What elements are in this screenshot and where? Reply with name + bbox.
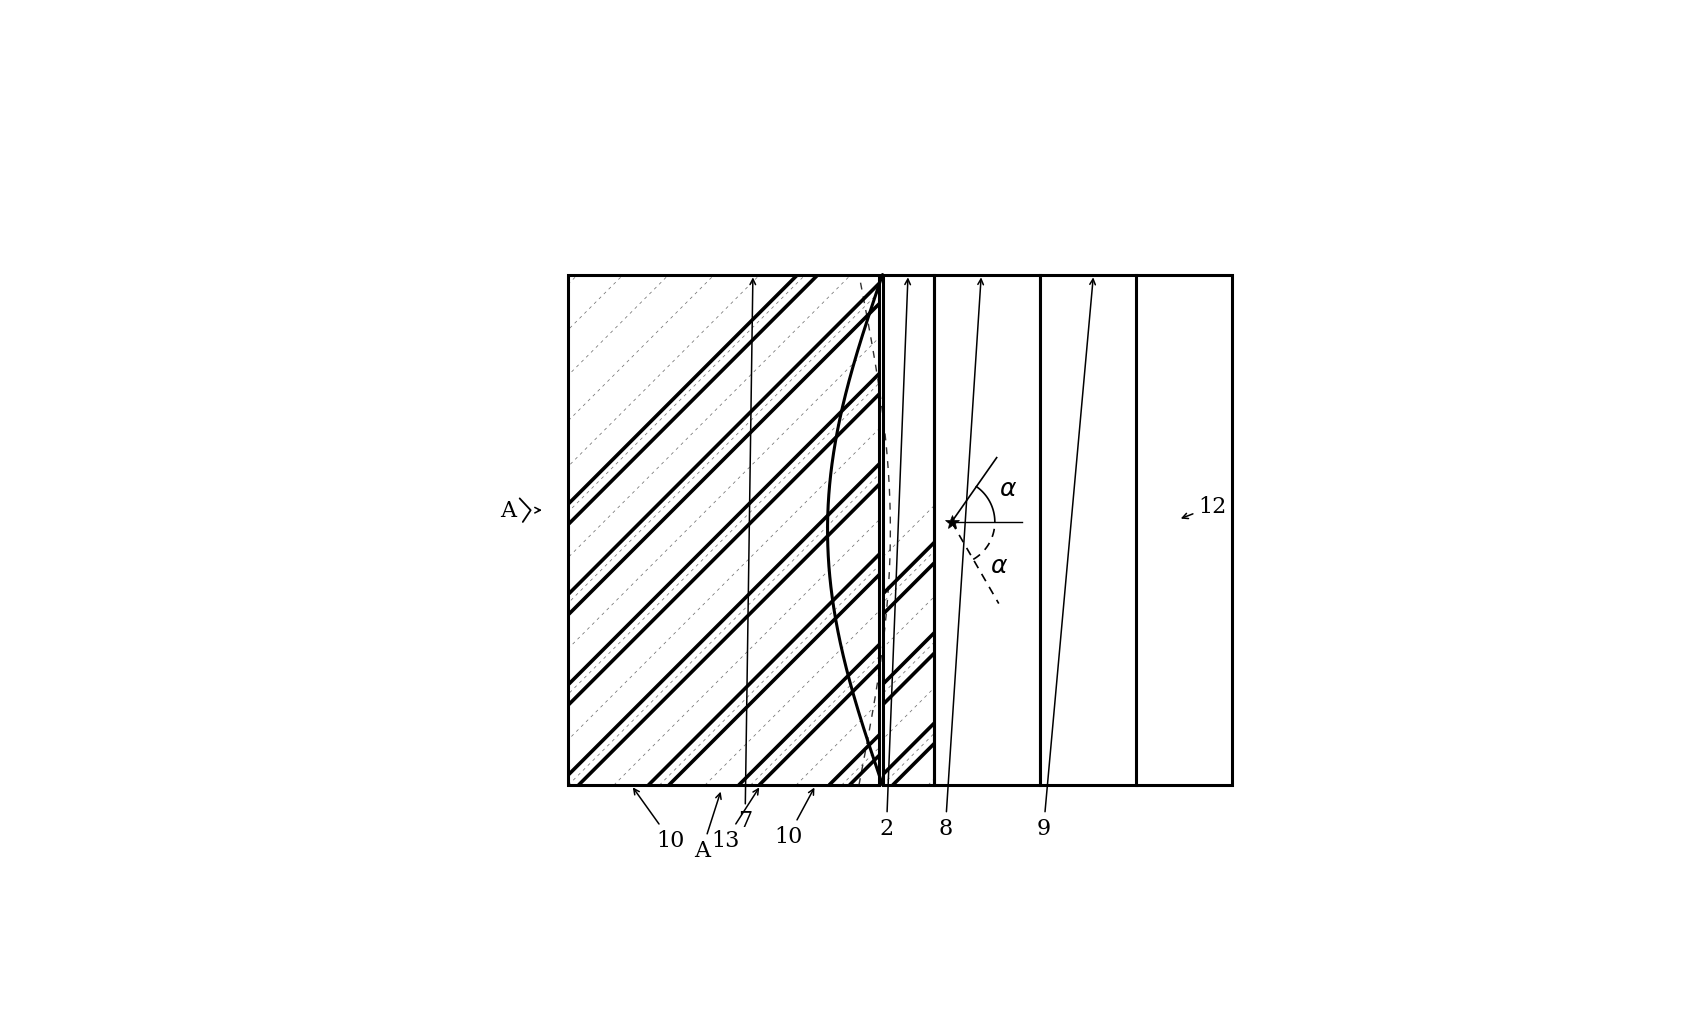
Bar (569, 275, 878, 786)
Text: A: A (499, 499, 516, 522)
Bar (1039, 275, 1231, 786)
Bar (881, 275, 932, 786)
Text: 9: 9 (1036, 280, 1095, 840)
Text: 10: 10 (633, 789, 684, 851)
Text: A: A (693, 794, 720, 861)
Text: 8: 8 (937, 280, 983, 840)
Bar (881, 275, 932, 786)
Text: 7: 7 (737, 280, 756, 832)
Text: 2: 2 (880, 280, 910, 840)
Text: 13: 13 (711, 789, 757, 851)
Text: $\alpha$: $\alpha$ (998, 478, 1017, 501)
Text: $\alpha$: $\alpha$ (990, 554, 1007, 577)
Bar (932, 275, 1039, 786)
Text: 10: 10 (774, 790, 813, 847)
Bar (569, 275, 878, 786)
Text: 12: 12 (1182, 496, 1226, 519)
